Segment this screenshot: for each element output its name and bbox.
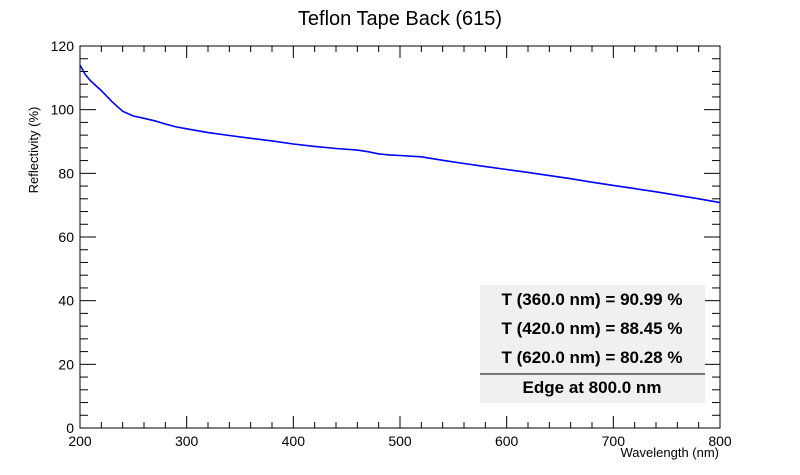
x-axis-label: Wavelength (nm)	[621, 445, 720, 460]
x-tick-label: 800	[708, 433, 732, 449]
chart-title: Teflon Tape Back (615)	[298, 8, 502, 30]
series-line-reflectivity	[79, 64, 721, 204]
stat-line-620: T (620.0 nm) = 80.28 %	[502, 348, 683, 367]
y-tick-label: 20	[58, 356, 74, 372]
y-tick-label: 100	[51, 102, 75, 118]
x-tick-label: 300	[175, 433, 199, 449]
x-tick-label: 700	[602, 433, 626, 449]
y-tick-label: 120	[51, 38, 75, 54]
stat-line-420: T (420.0 nm) = 88.45 %	[502, 319, 683, 338]
y-tick-label: 40	[58, 293, 74, 309]
y-tick-label: 60	[58, 229, 74, 245]
y-axis: 0 20 40 60 80 100 120	[51, 38, 720, 436]
y-tick-label: 80	[58, 165, 74, 181]
y-tick-label: 0	[66, 420, 74, 436]
stat-line-edge: Edge at 800.0 nm	[523, 378, 662, 397]
y-axis-label: Reflectivity (%)	[26, 107, 41, 194]
x-tick-label: 500	[388, 433, 412, 449]
x-tick-label: 400	[282, 433, 306, 449]
x-tick-label: 600	[495, 433, 519, 449]
x-tick-label: 200	[68, 433, 92, 449]
x-axis: 200 300 400 500 600 700 800	[68, 46, 732, 449]
stats-box: T (360.0 nm) = 90.99 % T (420.0 nm) = 88…	[480, 285, 705, 403]
stat-line-360: T (360.0 nm) = 90.99 %	[502, 290, 683, 309]
stats-box-background	[480, 285, 705, 403]
